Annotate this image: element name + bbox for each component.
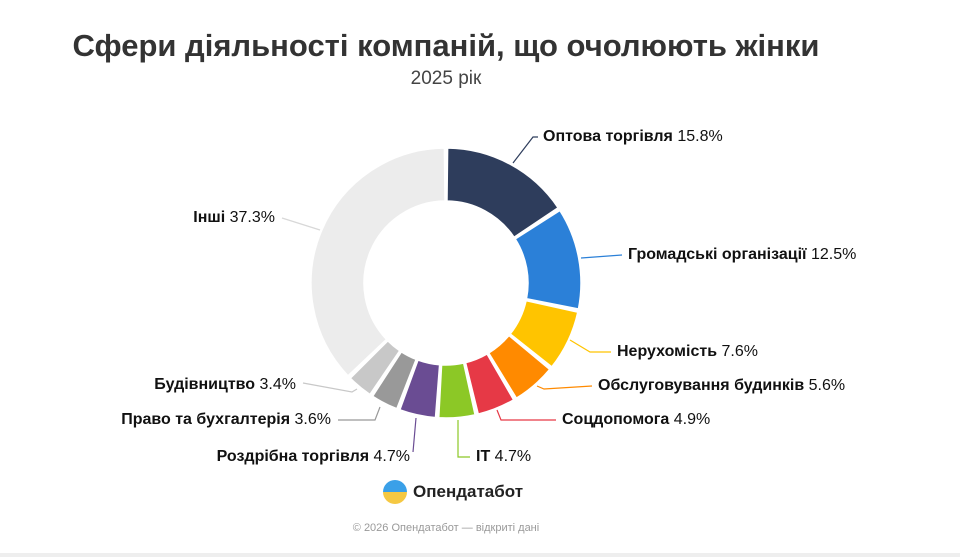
slice-label: Громадські організації 12.5% <box>628 246 856 264</box>
donut-slice <box>514 209 582 310</box>
slice-label-name: IT <box>476 448 495 465</box>
slice-label-value: 3.6% <box>294 411 331 428</box>
donut-slice <box>509 299 579 368</box>
slice-label-name: Нерухомість <box>617 343 722 360</box>
slice-label-value: 3.4% <box>259 376 296 393</box>
slice-label-value: 5.6% <box>808 377 846 394</box>
logo-icon <box>383 480 407 504</box>
leader-line <box>580 254 623 259</box>
leader-line <box>536 385 593 390</box>
slice-label: Соцдопомога 4.9% <box>562 411 710 429</box>
donut-slice <box>371 351 417 410</box>
donut-slice <box>310 147 446 377</box>
donut-slice <box>488 334 551 399</box>
slice-label-value: 15.8% <box>677 128 723 145</box>
footer-copyright: © 2026 Опендатабот — відкриті дані <box>352 522 540 534</box>
slice-label-value: 4.7% <box>494 448 532 465</box>
donut-slice <box>437 362 476 419</box>
slice-label-name: Будівництво <box>154 376 260 393</box>
leader-line <box>512 136 538 164</box>
chart-title: Сфери діяльності компаній, що очолюють ж… <box>72 28 820 63</box>
slice-label-name: Громадські організації <box>628 246 811 263</box>
leader-line <box>281 217 321 231</box>
leader-line <box>302 382 358 393</box>
leader-line <box>496 409 556 421</box>
slice-label: Обслуговування будинків 5.6% <box>598 377 845 395</box>
slice-label-value: 7.6% <box>721 343 758 360</box>
slice-label-value: 4.9% <box>673 411 711 428</box>
chart-subtitle: 2025 рік <box>410 68 482 89</box>
slice-label: Право та бухгалтерія 3.6% <box>121 411 331 429</box>
slice-label: Оптова торгівля 15.8% <box>543 128 723 146</box>
leader-line <box>338 406 381 421</box>
slice-label: Нерухомість 7.6% <box>617 343 758 361</box>
slice-label-value: 12.5% <box>810 246 857 263</box>
slice-label-name: Соцдопомога <box>562 411 674 428</box>
slice-label: Роздрібна торгівля 4.7% <box>217 448 410 466</box>
slice-label: IT 4.7% <box>476 448 531 466</box>
slice-label: Будівництво 3.4% <box>154 376 296 394</box>
slice-label-value: 37.3% <box>229 209 275 226</box>
donut-slice <box>464 353 515 415</box>
slice-label-name: Право та бухгалтерія <box>121 411 295 428</box>
leader-line <box>569 339 611 353</box>
leader-line <box>457 420 470 458</box>
opendatabot-logo: Опендатабот <box>383 480 523 504</box>
bottom-divider <box>0 553 960 557</box>
donut-slice <box>446 147 559 239</box>
slice-label-name: Оптова торгівля <box>543 128 678 145</box>
donut-slice <box>349 340 401 396</box>
slice-label-name: Роздрібна торгівля <box>216 448 374 465</box>
slice-label-name: Обслуговування будинків <box>598 377 809 394</box>
leader-line <box>412 417 417 453</box>
slice-label-name: Інші <box>193 209 230 226</box>
logo-text: Опендатабот <box>413 482 524 501</box>
slice-label: Інші 37.3% <box>193 209 275 227</box>
slice-label-value: 4.7% <box>373 448 410 465</box>
donut-slice <box>399 359 441 419</box>
